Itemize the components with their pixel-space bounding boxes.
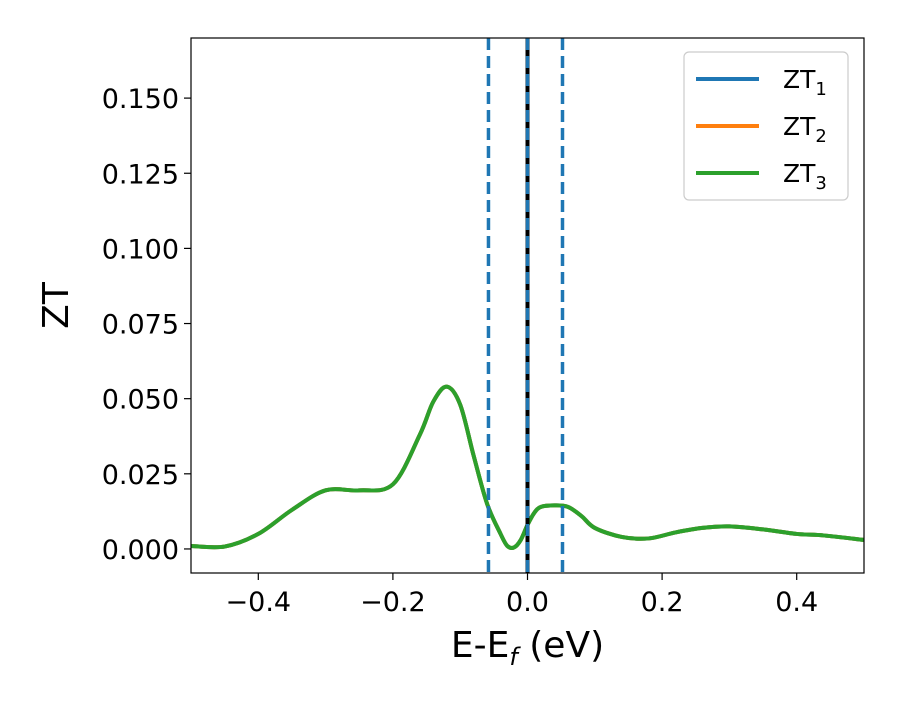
y-tick-label: 0.000 — [102, 535, 179, 566]
x-tick-label: −0.2 — [360, 587, 426, 618]
x-tick-label: 0.2 — [641, 587, 684, 618]
y-tick-label: 0.025 — [102, 460, 179, 491]
y-tick-label: 0.125 — [102, 159, 179, 190]
legend-box — [683, 51, 849, 201]
y-axis-title: ZT — [36, 281, 77, 329]
legend-label-subscript: 1 — [815, 79, 826, 100]
legend-label-3: ZT3 — [783, 159, 827, 194]
x-axis: −0.4 −0.2 0.0 0.2 0.4 — [226, 573, 818, 618]
legend-label-subscript: 2 — [815, 126, 826, 147]
y-tick-label: 0.100 — [102, 234, 179, 265]
x-tick-label: −0.4 — [226, 587, 292, 618]
x-axis-title: E-Ef (eV) — [451, 625, 604, 671]
legend-label-main: ZT — [783, 65, 816, 94]
x-axis-title-unit: (eV) — [518, 625, 604, 666]
vertical-lines — [486, 38, 565, 573]
legend-label-subscript: 3 — [815, 173, 826, 194]
y-tick-label: 0.075 — [102, 310, 179, 341]
y-tick-label: 0.050 — [102, 385, 179, 416]
x-tick-label: 0.0 — [506, 587, 549, 618]
y-axis: 0.000 0.025 0.050 0.075 0.100 0.125 0.150 — [102, 84, 191, 566]
x-tick-label: 0.4 — [775, 587, 818, 618]
series-line-3 — [191, 384, 864, 551]
series-group — [191, 384, 864, 551]
x-axis-title-main: E-E — [451, 625, 509, 666]
legend-label-2: ZT2 — [783, 112, 827, 147]
legend-label-main: ZT — [783, 159, 816, 188]
y-tick-label: 0.150 — [102, 84, 179, 115]
legend-label-main: ZT — [783, 112, 816, 141]
legend-label-1: ZT1 — [783, 65, 827, 100]
